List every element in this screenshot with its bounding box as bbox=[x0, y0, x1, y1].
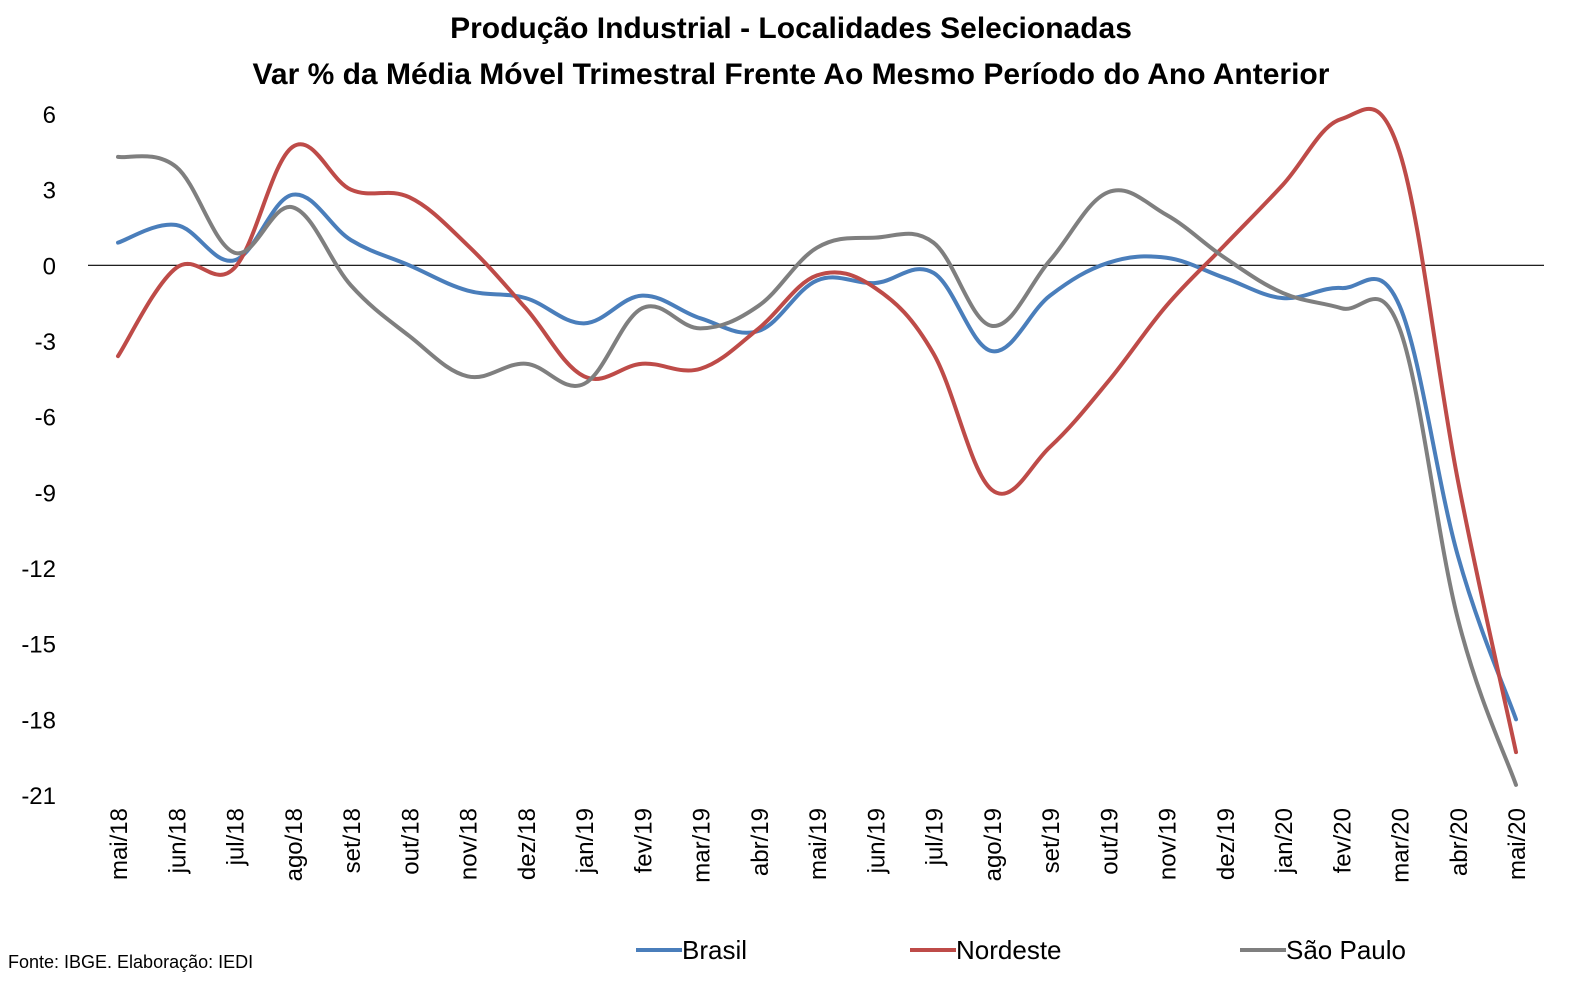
series-lines bbox=[116, 106, 1518, 787]
x-tick-label: jan/19 bbox=[572, 808, 599, 874]
legend-label: Nordeste bbox=[956, 935, 1062, 965]
chart-title: Produção Industrial - Localidades Seleci… bbox=[450, 12, 1132, 45]
x-tick-label: jun/19 bbox=[863, 808, 890, 874]
legend: Brasil Nordeste São Paulo bbox=[636, 935, 1406, 965]
x-tick-label: mai/19 bbox=[805, 808, 832, 880]
y-tick-label: -9 bbox=[35, 480, 56, 507]
x-tick-label: jul/19 bbox=[922, 808, 949, 866]
x-tick-label: abr/20 bbox=[1446, 808, 1473, 876]
y-tick-label: -12 bbox=[21, 556, 56, 583]
y-tick-label: -3 bbox=[35, 329, 56, 356]
y-tick-label: -15 bbox=[21, 632, 56, 659]
x-tick-label: fev/19 bbox=[630, 808, 657, 873]
y-tick-label: -18 bbox=[21, 707, 56, 734]
source-note: Fonte: IBGE. Elaboração: IEDI bbox=[8, 952, 253, 972]
x-tick-label: mar/20 bbox=[1388, 808, 1415, 883]
x-tick-label: out/19 bbox=[1096, 808, 1123, 875]
chart-subtitle: Var % da Média Móvel Trimestral Frente A… bbox=[253, 58, 1330, 91]
y-tick-label: -6 bbox=[35, 405, 56, 432]
legend-label: São Paulo bbox=[1286, 935, 1406, 965]
y-tick-label: 3 bbox=[43, 178, 56, 205]
x-tick-label: abr/19 bbox=[747, 808, 774, 876]
series-line-2 bbox=[116, 106, 1518, 755]
x-tick-label: nov/19 bbox=[1155, 808, 1182, 880]
x-tick-label: out/18 bbox=[397, 808, 424, 875]
x-axis-ticks: mai/18 jun/18 jul/18 ago/18 set/18 out/18 nov/… bbox=[106, 808, 1531, 883]
series-line-3 bbox=[116, 154, 1518, 787]
x-tick-label: jul/18 bbox=[223, 808, 250, 866]
x-tick-label: ago/19 bbox=[980, 808, 1007, 881]
x-tick-label: nov/18 bbox=[456, 808, 483, 880]
x-tick-label: mar/19 bbox=[689, 808, 716, 883]
x-tick-label: mai/18 bbox=[106, 808, 133, 880]
y-tick-label: 0 bbox=[43, 253, 56, 280]
x-tick-label: ago/18 bbox=[281, 808, 308, 881]
x-tick-label: fev/20 bbox=[1329, 808, 1356, 873]
series-line-1 bbox=[116, 192, 1518, 722]
x-tick-label: dez/18 bbox=[514, 808, 541, 880]
x-tick-label: set/18 bbox=[339, 808, 366, 873]
x-tick-label: set/19 bbox=[1038, 808, 1065, 873]
legend-label: Brasil bbox=[682, 935, 747, 965]
x-tick-label: jun/18 bbox=[164, 808, 191, 874]
y-axis-ticks: 6 3 0 -3 -6 -9 -12 -15 -18 -21 bbox=[21, 102, 56, 810]
x-tick-label: dez/19 bbox=[1213, 808, 1240, 880]
y-tick-label: 6 bbox=[43, 102, 56, 129]
y-tick-label: -21 bbox=[21, 783, 56, 810]
x-tick-label: mai/20 bbox=[1504, 808, 1531, 880]
x-tick-label: jan/20 bbox=[1271, 808, 1298, 874]
